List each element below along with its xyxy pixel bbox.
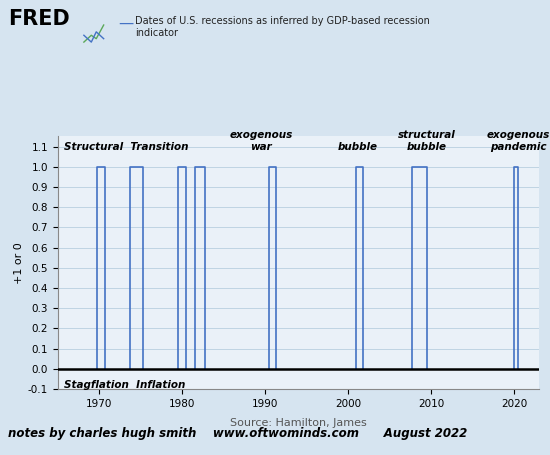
Text: bubble: bubble xyxy=(338,142,378,152)
Y-axis label: +1 or 0: +1 or 0 xyxy=(14,242,24,283)
Text: Dates of U.S. recessions as inferred by GDP-based recession
indicator: Dates of U.S. recessions as inferred by … xyxy=(135,16,430,38)
Text: exogenous
pandemic: exogenous pandemic xyxy=(487,130,550,152)
Text: FRED: FRED xyxy=(8,9,70,29)
Text: notes by charles hugh smith    www.oftwominds.com      August 2022: notes by charles hugh smith www.oftwomin… xyxy=(8,427,468,440)
Text: Structural  Transition: Structural Transition xyxy=(64,142,189,152)
Text: Stagflation  Inflation: Stagflation Inflation xyxy=(64,380,186,390)
Text: structural
bubble: structural bubble xyxy=(398,130,456,152)
Text: —: — xyxy=(118,16,134,31)
Text: Source: Hamilton, James: Source: Hamilton, James xyxy=(230,418,367,428)
Text: exogenous
war: exogenous war xyxy=(229,130,293,152)
